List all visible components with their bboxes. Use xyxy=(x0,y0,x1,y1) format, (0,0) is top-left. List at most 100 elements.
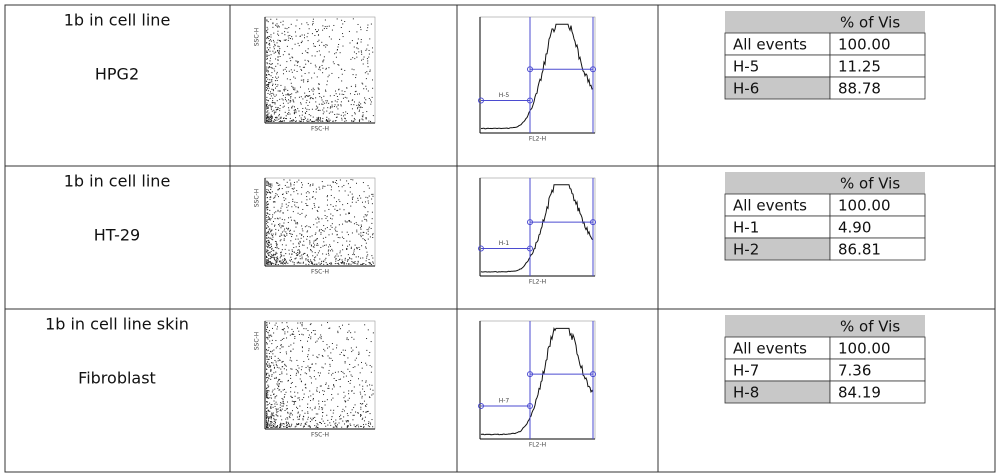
event-dot xyxy=(325,44,327,46)
event-dot xyxy=(357,263,359,265)
event-dot xyxy=(316,209,318,211)
event-dot xyxy=(301,399,303,401)
event-dot xyxy=(339,252,341,254)
event-dot xyxy=(329,250,331,252)
event-dot xyxy=(304,116,306,118)
event-dot xyxy=(339,208,341,210)
event-dot xyxy=(328,234,330,236)
event-dot xyxy=(357,353,359,355)
event-dot xyxy=(288,345,290,347)
event-dot xyxy=(281,329,283,331)
event-dot xyxy=(266,223,268,225)
event-dot xyxy=(344,120,346,122)
axis-label: SSC-H xyxy=(254,189,261,207)
event-dot xyxy=(308,358,310,360)
event-dot xyxy=(271,391,273,393)
event-dot xyxy=(344,91,346,93)
event-dot xyxy=(369,236,371,238)
event-dot xyxy=(307,81,309,83)
event-dot xyxy=(315,97,317,99)
event-dot xyxy=(281,322,283,324)
event-dot xyxy=(273,332,275,334)
event-dot xyxy=(287,102,289,104)
event-dot xyxy=(286,118,288,120)
event-dot xyxy=(322,67,324,69)
event-dot xyxy=(301,256,303,258)
event-dot xyxy=(280,368,282,370)
event-dot xyxy=(266,115,268,117)
event-dot xyxy=(275,363,277,365)
event-dot xyxy=(350,58,352,60)
event-dot xyxy=(301,233,303,235)
event-dot xyxy=(266,397,268,399)
event-dot xyxy=(269,340,271,342)
event-dot xyxy=(304,372,306,374)
event-dot xyxy=(322,230,324,232)
event-dot xyxy=(336,262,338,264)
event-dot xyxy=(360,41,362,43)
event-dot xyxy=(358,93,360,95)
event-dot xyxy=(304,412,306,414)
event-dot xyxy=(266,256,268,258)
event-dot xyxy=(298,243,300,245)
event-dot xyxy=(345,420,347,422)
event-dot xyxy=(337,393,339,395)
event-dot xyxy=(308,336,310,338)
event-dot xyxy=(338,199,340,201)
event-dot xyxy=(279,120,281,122)
event-dot xyxy=(341,236,343,238)
event-dot xyxy=(306,231,308,233)
event-dot xyxy=(366,220,368,222)
event-dot xyxy=(267,240,269,242)
event-dot xyxy=(271,262,273,264)
event-dot xyxy=(318,44,320,46)
event-dot xyxy=(266,52,268,54)
event-dot xyxy=(266,51,268,53)
event-dot xyxy=(358,233,360,235)
event-dot xyxy=(270,196,272,198)
event-dot xyxy=(362,114,364,116)
event-dot xyxy=(362,119,364,121)
event-dot xyxy=(266,55,268,57)
event-dot xyxy=(306,95,308,97)
event-dot xyxy=(273,258,275,260)
event-dot xyxy=(308,369,310,371)
event-dot xyxy=(267,386,269,388)
event-dot xyxy=(293,187,295,189)
event-dot xyxy=(343,416,345,418)
event-dot xyxy=(304,96,306,98)
event-dot xyxy=(275,419,277,421)
event-dot xyxy=(266,376,268,378)
event-dot xyxy=(308,263,310,265)
event-dot xyxy=(316,107,318,109)
event-dot xyxy=(266,394,268,396)
event-dot xyxy=(341,19,343,21)
event-dot xyxy=(275,376,277,378)
event-dot xyxy=(275,361,277,363)
event-dot xyxy=(295,400,297,402)
event-dot xyxy=(297,365,299,367)
event-dot xyxy=(293,251,295,253)
event-dot xyxy=(343,410,345,412)
event-dot xyxy=(284,68,286,70)
event-dot xyxy=(325,262,327,264)
event-dot xyxy=(312,397,314,399)
event-dot xyxy=(274,196,276,198)
event-dot xyxy=(331,226,333,228)
event-dot xyxy=(300,117,302,119)
event-dot xyxy=(340,418,342,420)
event-dot xyxy=(351,115,353,117)
event-dot xyxy=(269,219,271,221)
event-dot xyxy=(331,394,333,396)
event-dot xyxy=(267,84,269,86)
event-dot xyxy=(272,254,274,256)
event-dot xyxy=(279,373,281,375)
event-dot xyxy=(269,57,271,59)
event-dot xyxy=(318,83,320,85)
event-dot xyxy=(302,230,304,232)
event-dot xyxy=(326,204,328,206)
event-dot xyxy=(305,50,307,52)
event-dot xyxy=(268,217,270,219)
event-dot xyxy=(290,216,292,218)
event-dot xyxy=(314,263,316,265)
